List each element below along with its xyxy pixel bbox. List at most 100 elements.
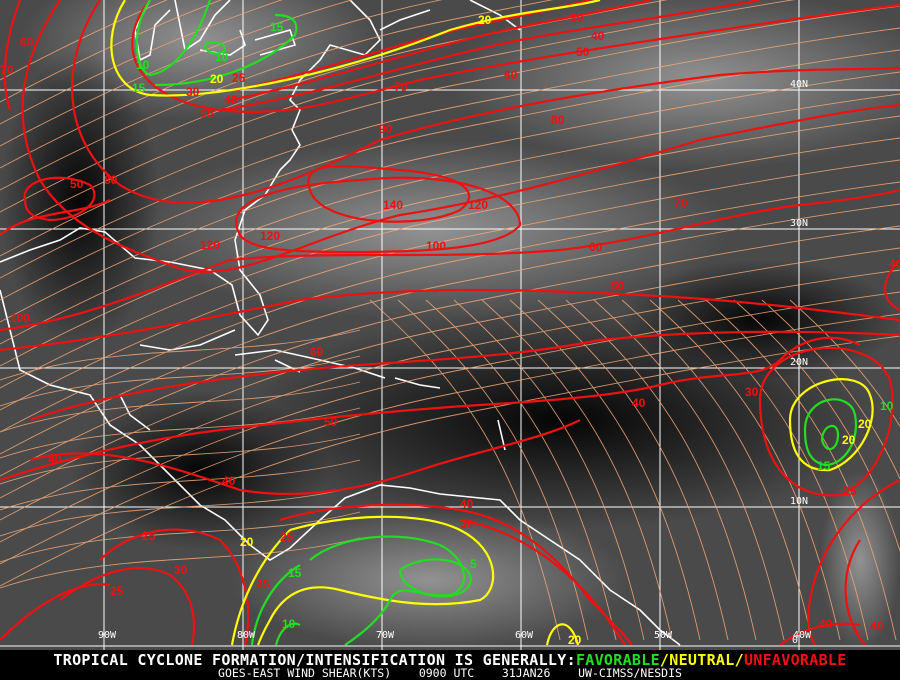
streamline (0, 313, 900, 565)
contour-label-favorable: 15 (817, 459, 831, 473)
contour-label-unfavorable: 40 (632, 396, 646, 410)
contour-label-unfavorable: 90 (379, 122, 393, 136)
streamline (0, 0, 795, 235)
contour-label-unfavorable: 40 (224, 93, 238, 107)
contour-label-unfavorable: 25 (232, 71, 246, 85)
contour-label-unfavorable: 30 (570, 11, 584, 25)
contour-label-neutral: 20 (210, 72, 224, 86)
streamline (0, 181, 900, 433)
contour-label-unfavorable: 60 (20, 35, 34, 49)
contour-label-unfavorable: 70 (394, 80, 408, 94)
lat-lon-grid (0, 0, 900, 650)
contour-label-unfavorable: 30 (186, 85, 200, 99)
legend-bar: TROPICAL CYCLONE FORMATION/INTENSIFICATI… (0, 650, 900, 680)
contour-label-unfavorable: 40 (222, 474, 236, 488)
contour-label-unfavorable: 100 (426, 239, 446, 253)
streamline (481, 299, 673, 641)
contour-label-neutral: 20 (478, 13, 492, 27)
streamline (0, 137, 900, 389)
streamline (0, 27, 900, 279)
streamline (0, 203, 900, 455)
streamline (509, 299, 701, 641)
contour-label-unfavorable: 40 (460, 497, 474, 511)
contour-label-favorable: 10 (880, 399, 894, 413)
contour-label-unfavorable: 25 (256, 577, 270, 591)
legend-separator: / (659, 651, 670, 669)
contour-label-unfavorable: 25 (280, 530, 294, 544)
favorability-legend: TROPICAL CYCLONE FORMATION/INTENSIFICATI… (0, 651, 900, 669)
contour-label-neutral: 20 (568, 633, 582, 647)
streamline (0, 537, 361, 589)
contour-label-unfavorable: 120 (260, 229, 280, 243)
streamline (0, 159, 900, 411)
contour-label-unfavorable: 80 (551, 113, 565, 127)
streamline (0, 329, 361, 381)
neutral-contours (110, 0, 874, 646)
streamline (0, 381, 361, 433)
contour-label-unfavorable: 25 (110, 584, 124, 598)
contour-label-favorable: 10 (282, 617, 296, 631)
contour-label-unfavorable: 40 (870, 619, 884, 633)
streamline (0, 247, 900, 499)
unfavorable-contours (0, 0, 900, 646)
contour-label-unfavorable: 70 (674, 196, 688, 210)
contour-label-unfavorable: 30 (174, 563, 188, 577)
latitude-label: 30N (790, 218, 808, 229)
contour-label-neutral: 20 (842, 433, 856, 447)
streamline (593, 299, 785, 641)
longitude-label: 70W (376, 630, 395, 641)
streamline (0, 433, 361, 485)
longitude-label: 40W (793, 630, 812, 641)
streamline (621, 299, 813, 641)
streamline (0, 407, 361, 459)
contour-label-unfavorable: 50 (70, 177, 84, 191)
streamline (0, 355, 361, 407)
streamline (369, 299, 561, 641)
contour-label-favorable: 15 (132, 81, 146, 95)
valid-time: 0900 UTC (418, 666, 475, 680)
longitude-label: 90W (98, 630, 117, 641)
contour-label-unfavorable: 70 (0, 63, 14, 77)
grid-labels: 90W 80W 70W 60W 50W 40W 40N 30N 20N 10N 0 (98, 79, 812, 646)
valid-date: 31JAN26 (501, 666, 551, 680)
contour-label-unfavorable: 25 (843, 484, 857, 498)
streamline (565, 299, 757, 641)
legend-neutral: NEUTRAL (669, 651, 735, 669)
contour-label-unfavorable: 30 (745, 385, 759, 399)
streamline (453, 299, 645, 641)
contour-label-unfavorable: 120 (200, 238, 220, 252)
latitude-label: 10N (790, 496, 808, 507)
contour-label-unfavorable: 40 (591, 29, 605, 43)
streamline (0, 0, 353, 147)
streamline (0, 459, 361, 511)
contour-label-unfavorable: 100 (10, 311, 30, 325)
shear-contours (0, 0, 900, 646)
contour-label-unfavorable: 50 (576, 45, 590, 59)
streamline (397, 299, 589, 641)
favorable-contours (135, 0, 858, 646)
streamline (0, 0, 283, 125)
streamline (0, 485, 361, 537)
contour-label-unfavorable: 60 (589, 240, 603, 254)
contour-label-favorable: 10 (136, 58, 150, 72)
streamline (0, 335, 900, 587)
contour-label-unfavorable: 140 (383, 198, 403, 212)
contour-label-unfavorable: 50 (324, 415, 338, 429)
latitude-label: 20N (790, 357, 808, 368)
contour-label-favorable: 15 (270, 20, 284, 34)
legend-separator: / (734, 651, 744, 669)
product-name: GOES-EAST WIND SHEAR(KTS) (218, 666, 392, 680)
contour-label-neutral: 20 (240, 535, 254, 549)
streamline (0, 115, 900, 367)
latitude-label: 0 (792, 635, 798, 646)
contour-label-unfavorable: 50 (611, 279, 625, 293)
data-source: UW-CIMSS/NESDIS (578, 666, 682, 680)
streamline (0, 0, 443, 169)
contour-label-unfavorable: 60 (310, 345, 324, 359)
streamline (0, 5, 900, 257)
streamlines (0, 0, 900, 641)
streamline (0, 291, 900, 543)
contour-label-unfavorable: 50 (200, 107, 214, 121)
contour-label-unfavorable: 40 (889, 257, 900, 271)
